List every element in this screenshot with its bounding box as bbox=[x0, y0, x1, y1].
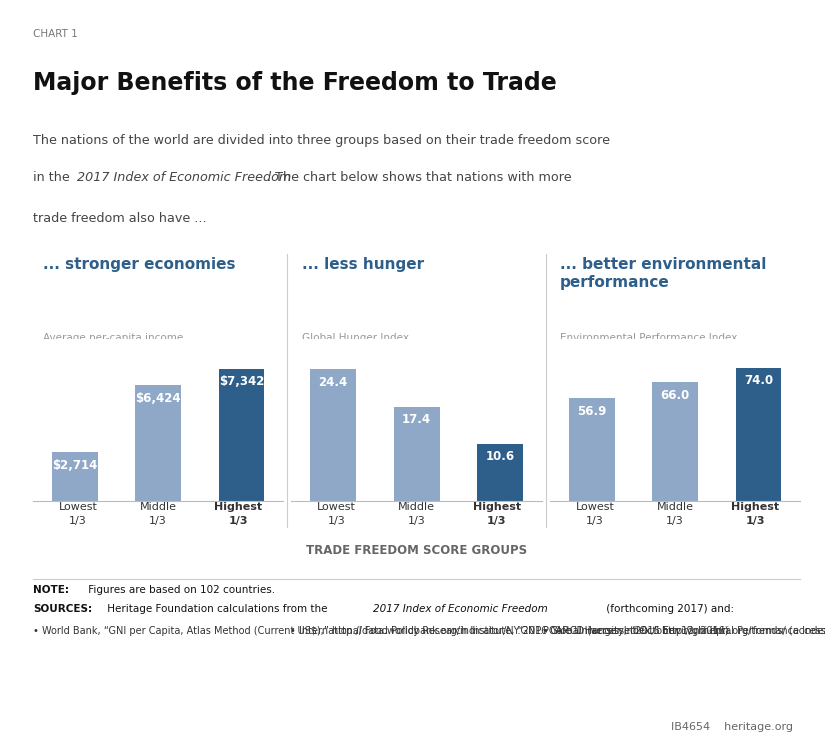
Bar bbox=[135, 385, 181, 501]
Text: Middle: Middle bbox=[139, 503, 177, 512]
Text: Major Benefits of the Freedom to Trade: Major Benefits of the Freedom to Trade bbox=[33, 71, 557, 95]
Text: Middle: Middle bbox=[398, 503, 435, 512]
Text: IB4654    heritage.org: IB4654 heritage.org bbox=[671, 722, 793, 733]
Text: NOTE:: NOTE: bbox=[33, 585, 69, 595]
Text: 66.0: 66.0 bbox=[661, 388, 690, 402]
Text: SOURCES:: SOURCES: bbox=[33, 604, 92, 614]
Text: Average per-capita income: Average per-capita income bbox=[43, 333, 183, 343]
Bar bbox=[653, 382, 698, 501]
Text: Figures are based on 102 countries.: Figures are based on 102 countries. bbox=[85, 585, 276, 595]
Bar bbox=[52, 452, 97, 501]
Text: trade freedom also have ...: trade freedom also have ... bbox=[33, 212, 206, 226]
Text: 1/3: 1/3 bbox=[408, 515, 426, 525]
Text: Highest: Highest bbox=[214, 503, 262, 512]
Text: The nations of the world are divided into three groups based on their trade free: The nations of the world are divided int… bbox=[33, 133, 610, 147]
Text: Global Hunger Index
(lower scores mean less hunger): Global Hunger Index (lower scores mean l… bbox=[301, 333, 472, 356]
Text: CHART 1: CHART 1 bbox=[33, 29, 78, 39]
Text: 1/3: 1/3 bbox=[229, 515, 248, 525]
Text: Heritage Foundation calculations from the: Heritage Foundation calculations from th… bbox=[104, 604, 330, 614]
Text: Highest: Highest bbox=[731, 503, 780, 512]
Text: 2017 Index of Economic Freedom: 2017 Index of Economic Freedom bbox=[373, 604, 548, 614]
Text: 24.4: 24.4 bbox=[318, 376, 348, 388]
Text: 1/3: 1/3 bbox=[587, 515, 604, 525]
Bar bbox=[477, 444, 523, 501]
Text: 17.4: 17.4 bbox=[402, 413, 431, 427]
Text: 10.6: 10.6 bbox=[485, 450, 515, 464]
Text: Lowest: Lowest bbox=[576, 503, 615, 512]
Text: 74.0: 74.0 bbox=[744, 374, 773, 387]
Text: Lowest: Lowest bbox=[59, 503, 97, 512]
Text: 1/3: 1/3 bbox=[487, 515, 507, 525]
Text: $7,342: $7,342 bbox=[219, 375, 264, 388]
Bar bbox=[736, 368, 781, 501]
Text: in the: in the bbox=[33, 171, 73, 184]
Text: • Yale University, “2016 Environmental Performance Index,” http://www.epi.yale.e: • Yale University, “2016 Environmental P… bbox=[543, 626, 825, 636]
Bar bbox=[394, 407, 440, 501]
Text: • International Food Policy Research Institute, “2016 Global Hunger Index,” http: • International Food Policy Research Ins… bbox=[290, 626, 825, 636]
Text: 1/3: 1/3 bbox=[328, 515, 346, 525]
Text: Environmental Performance Index
(higher scores mean better
performance): Environmental Performance Index (higher … bbox=[560, 333, 738, 368]
Text: • World Bank, “GNI per Capita, Atlas Method (Current US$),” http://data.worldban: • World Bank, “GNI per Capita, Atlas Met… bbox=[33, 626, 732, 636]
Text: ... stronger economies: ... stronger economies bbox=[43, 256, 235, 272]
Text: ... less hunger: ... less hunger bbox=[301, 256, 423, 272]
Text: 1/3: 1/3 bbox=[69, 515, 87, 525]
Bar bbox=[568, 399, 615, 501]
Text: Middle: Middle bbox=[657, 503, 694, 512]
Bar bbox=[219, 368, 265, 501]
Text: (forthcoming 2017) and:: (forthcoming 2017) and: bbox=[603, 604, 734, 614]
Text: 1/3: 1/3 bbox=[149, 515, 167, 525]
Text: 1/3: 1/3 bbox=[667, 515, 684, 525]
Text: ... better environmental
performance: ... better environmental performance bbox=[560, 256, 766, 290]
Text: $6,424: $6,424 bbox=[135, 392, 181, 405]
Text: $2,714: $2,714 bbox=[52, 458, 97, 472]
Text: 56.9: 56.9 bbox=[577, 405, 606, 418]
Text: . The chart below shows that nations with more: . The chart below shows that nations wit… bbox=[267, 171, 572, 184]
Text: Lowest: Lowest bbox=[317, 503, 356, 512]
Text: 1/3: 1/3 bbox=[746, 515, 765, 525]
Text: Highest: Highest bbox=[473, 503, 521, 512]
Text: TRADE FREEDOM SCORE GROUPS: TRADE FREEDOM SCORE GROUPS bbox=[306, 544, 527, 556]
Bar bbox=[310, 369, 356, 501]
Text: 2017 Index of Economic Freedom: 2017 Index of Economic Freedom bbox=[77, 171, 291, 184]
